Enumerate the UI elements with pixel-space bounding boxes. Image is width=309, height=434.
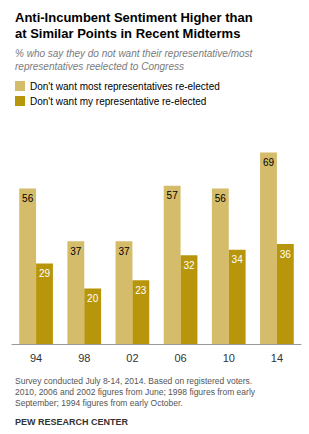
svg-text:20: 20 xyxy=(87,293,99,304)
svg-text:at Similar Points in Recent Mi: at Similar Points in Recent Midterms xyxy=(15,26,240,41)
svg-text:2010, 2006 and 2002 figures fr: 2010, 2006 and 2002 figures from June; 1… xyxy=(15,387,256,397)
svg-text:10: 10 xyxy=(223,352,235,364)
svg-text:14: 14 xyxy=(271,352,283,364)
svg-text:23: 23 xyxy=(135,285,147,296)
svg-text:56: 56 xyxy=(22,193,34,204)
svg-text:September; 1994 figures from e: September; 1994 figures from early Octob… xyxy=(15,398,183,408)
svg-text:% who say they do not want the: % who say they do not want their represe… xyxy=(15,48,254,59)
svg-text:34: 34 xyxy=(232,254,244,265)
svg-text:Don't want my representative r: Don't want my representative re-elected xyxy=(30,96,206,107)
svg-text:32: 32 xyxy=(183,260,195,271)
svg-text:PEW RESEARCH CENTER: PEW RESEARCH CENTER xyxy=(15,417,129,427)
svg-text:98: 98 xyxy=(78,352,90,364)
svg-text:Don't want most representative: Don't want most representatives re-elect… xyxy=(30,81,220,92)
svg-text:94: 94 xyxy=(30,352,42,364)
svg-text:06: 06 xyxy=(174,352,186,364)
svg-text:02: 02 xyxy=(126,352,138,364)
svg-text:representatives reelected to C: representatives reelected to Congress xyxy=(15,61,184,72)
svg-text:Survey conducted July 8-14, 20: Survey conducted July 8-14, 2014. Based … xyxy=(15,376,252,386)
svg-text:Anti-Incumbent Sentiment Highe: Anti-Incumbent Sentiment Higher than xyxy=(15,10,253,25)
svg-text:37: 37 xyxy=(118,246,130,257)
svg-text:69: 69 xyxy=(263,157,275,168)
svg-text:29: 29 xyxy=(39,268,51,279)
svg-text:36: 36 xyxy=(280,249,292,260)
svg-text:37: 37 xyxy=(70,246,82,257)
svg-text:57: 57 xyxy=(167,190,179,201)
svg-text:56: 56 xyxy=(215,193,227,204)
